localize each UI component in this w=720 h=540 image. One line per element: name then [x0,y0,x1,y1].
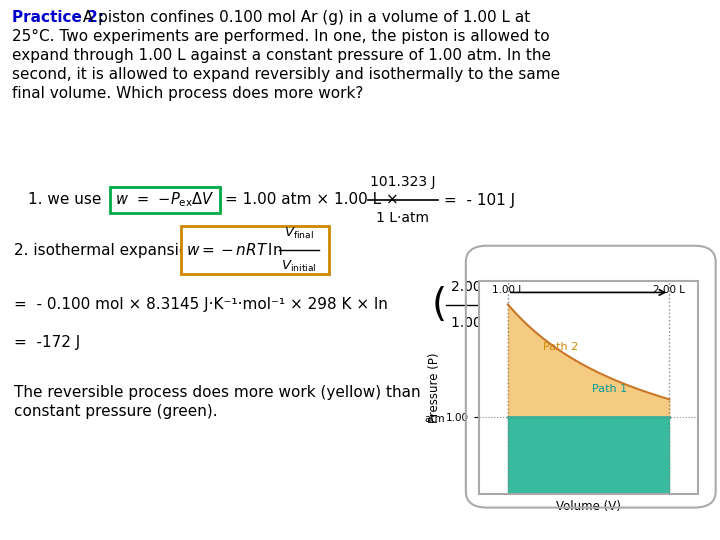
FancyBboxPatch shape [181,226,329,274]
FancyBboxPatch shape [110,187,220,213]
Text: 2.00 L: 2.00 L [451,280,493,294]
Text: = 1.00 atm × 1.00 L ×: = 1.00 atm × 1.00 L × [225,192,399,207]
Text: final volume. Which process does more work?: final volume. Which process does more wo… [12,86,364,101]
Text: ): ) [500,286,515,324]
Text: The reversible process does more work (yellow) than: The reversible process does more work (y… [14,385,420,400]
Text: =  - 101 J: = - 101 J [444,192,515,207]
Text: second, it is allowed to expand reversibly and isothermally to the same: second, it is allowed to expand reversib… [12,67,560,82]
Y-axis label: Pressure (P): Pressure (P) [428,352,441,423]
Text: $w$  =  $-P_{\mathregular{ex}}\Delta V$: $w$ = $-P_{\mathregular{ex}}\Delta V$ [115,191,215,210]
Text: atm: atm [425,414,445,424]
Text: constant pressure (green).: constant pressure (green). [14,404,217,419]
Text: Path 2: Path 2 [544,342,579,352]
Text: 1.00 L: 1.00 L [451,316,493,330]
Text: 2.00 L: 2.00 L [653,285,685,295]
Text: 25°C. Two experiments are performed. In one, the piston is allowed to: 25°C. Two experiments are performed. In … [12,29,549,44]
Text: =  - 0.100 mol × 8.3145 J·K⁻¹·mol⁻¹ × 298 K × ln: = - 0.100 mol × 8.3145 J·K⁻¹·mol⁻¹ × 298… [14,298,388,313]
Text: 1.00 L: 1.00 L [492,285,524,295]
Text: $V_{\mathregular{initial}}$: $V_{\mathregular{initial}}$ [281,259,317,274]
Text: =  -172 J: = -172 J [14,334,80,349]
Text: Practice 2:: Practice 2: [12,10,104,25]
Text: (: ( [432,286,447,324]
X-axis label: Volume (V): Volume (V) [556,500,621,512]
Text: 1 L·atm: 1 L·atm [377,211,430,225]
Text: 101.323 J: 101.323 J [370,175,436,189]
Text: expand through 1.00 L against a constant pressure of 1.00 atm. In the: expand through 1.00 L against a constant… [12,48,551,63]
Text: 2. isothermal expansion:: 2. isothermal expansion: [14,242,203,258]
Text: 1. we use: 1. we use [28,192,102,207]
Text: Path 1: Path 1 [592,384,627,394]
Text: $w = -nRT\,\ln$: $w = -nRT\,\ln$ [186,242,282,258]
Text: $V_{\mathregular{final}}$: $V_{\mathregular{final}}$ [284,226,314,241]
Text: A piston confines 0.100 mol Ar (g) in a volume of 1.00 L at: A piston confines 0.100 mol Ar (g) in a … [78,10,530,25]
